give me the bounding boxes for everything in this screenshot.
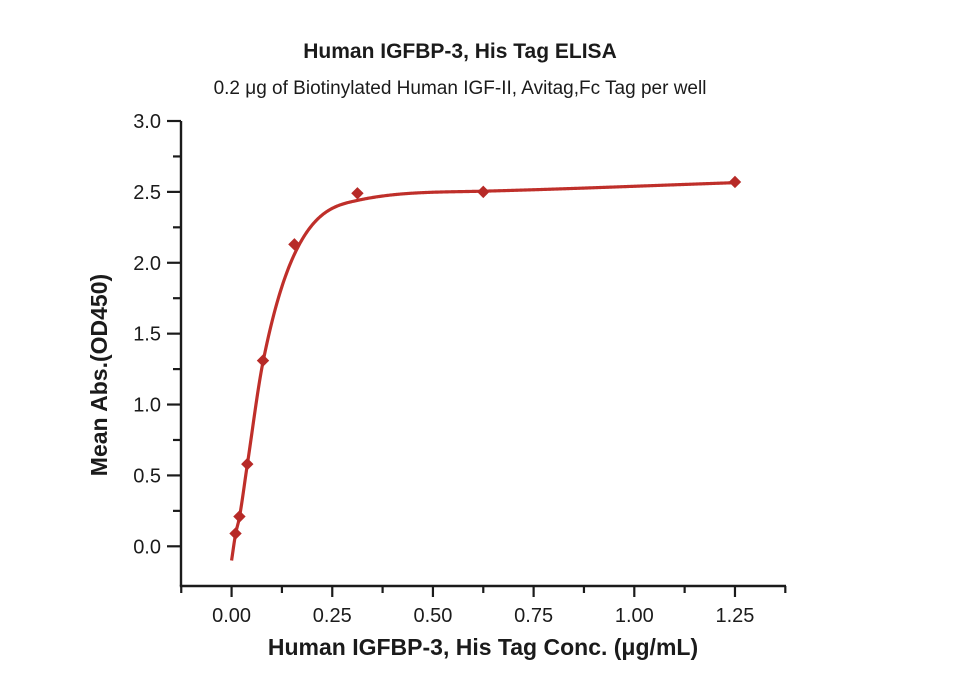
y-tick-label: 1.5	[133, 324, 161, 346]
y-tick-label: 3.0	[133, 111, 161, 133]
chart-subtitle: 0.2 μg of Biotinylated Human IGF-II, Avi…	[214, 78, 707, 99]
x-tick-label: 0.50	[413, 605, 452, 627]
x-tick-label: 0.75	[514, 605, 553, 627]
y-tick-label: 2.0	[133, 253, 161, 275]
chart-title: Human IGFBP-3, His Tag ELISA	[303, 40, 616, 63]
x-axis-ticks	[180, 586, 787, 597]
data-point-marker	[233, 510, 246, 523]
data-point-marker	[229, 527, 242, 540]
y-tick-label: 0.0	[133, 536, 161, 558]
data-points	[229, 175, 742, 540]
x-tick-label: 1.25	[716, 605, 755, 627]
data-point-marker	[256, 354, 270, 367]
data-point-marker	[351, 187, 364, 200]
y-axis-ticks	[167, 119, 181, 548]
x-axis-tick-labels: 0.00 0.25 0.50 0.75 1.00 1.25	[212, 605, 754, 627]
y-tick-label: 0.5	[133, 465, 161, 487]
x-tick-label: 1.00	[615, 605, 654, 627]
x-tick-label: 0.00	[212, 605, 251, 627]
y-tick-label: 1.0	[133, 395, 161, 417]
data-point-marker	[728, 175, 742, 189]
y-axis-tick-labels: 0.0 0.5 1.0 1.5 2.0 2.5 3.0	[133, 111, 161, 558]
fit-curve	[229, 181, 736, 561]
y-axis-label: Mean Abs.(OD450)	[86, 274, 112, 476]
x-tick-label: 0.25	[313, 605, 352, 627]
data-point-marker	[477, 185, 490, 199]
data-point-marker	[241, 457, 254, 471]
y-tick-label: 2.5	[133, 182, 161, 204]
data-point-marker	[288, 238, 301, 251]
x-axis-label: Human IGFBP-3, His Tag Conc. (μg/mL)	[268, 634, 698, 660]
